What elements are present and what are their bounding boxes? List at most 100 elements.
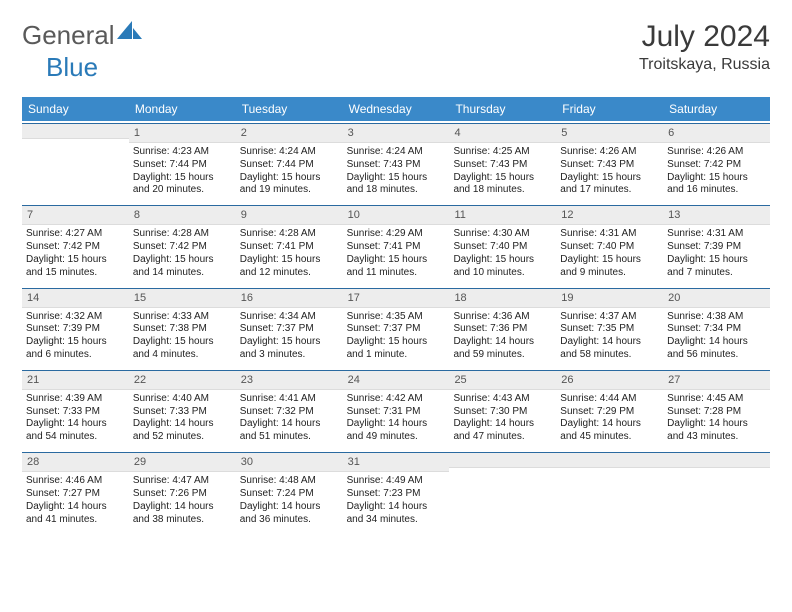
sunset-text: Sunset: 7:33 PM	[133, 406, 232, 419]
day-number: 19	[556, 288, 663, 308]
sunrise-text: Sunrise: 4:24 AM	[347, 146, 446, 159]
sunrise-text: Sunrise: 4:48 AM	[240, 475, 339, 488]
sunset-text: Sunset: 7:24 PM	[240, 488, 339, 501]
daylight-text: Daylight: 14 hours and 54 minutes.	[26, 418, 125, 444]
day-number: 28	[22, 452, 129, 472]
day-number: 12	[556, 205, 663, 225]
day-number: 20	[663, 288, 770, 308]
sunset-text: Sunset: 7:38 PM	[133, 323, 232, 336]
day-cell: 25Sunrise: 4:43 AMSunset: 7:30 PMDayligh…	[449, 368, 556, 450]
daylight-text: Daylight: 15 hours and 6 minutes.	[26, 336, 125, 362]
sunset-text: Sunset: 7:37 PM	[240, 323, 339, 336]
day-cell: 3Sunrise: 4:24 AMSunset: 7:43 PMDaylight…	[343, 121, 450, 203]
daylight-text: Daylight: 14 hours and 34 minutes.	[347, 501, 446, 527]
day-cell: 6Sunrise: 4:26 AMSunset: 7:42 PMDaylight…	[663, 121, 770, 203]
sunrise-text: Sunrise: 4:35 AM	[347, 311, 446, 324]
day-cell: 19Sunrise: 4:37 AMSunset: 7:35 PMDayligh…	[556, 286, 663, 368]
weekday-monday: Monday	[129, 97, 236, 121]
week-row: 28Sunrise: 4:46 AMSunset: 7:27 PMDayligh…	[22, 450, 770, 532]
sunrise-text: Sunrise: 4:46 AM	[26, 475, 125, 488]
sunrise-text: Sunrise: 4:28 AM	[133, 228, 232, 241]
sunrise-text: Sunrise: 4:24 AM	[240, 146, 339, 159]
day-number: 10	[343, 205, 450, 225]
daylight-text: Daylight: 15 hours and 12 minutes.	[240, 254, 339, 280]
day-cell	[663, 450, 770, 532]
day-number: 23	[236, 370, 343, 390]
day-cell: 28Sunrise: 4:46 AMSunset: 7:27 PMDayligh…	[22, 450, 129, 532]
sunrise-text: Sunrise: 4:28 AM	[240, 228, 339, 241]
day-cell: 24Sunrise: 4:42 AMSunset: 7:31 PMDayligh…	[343, 368, 450, 450]
day-number: 8	[129, 205, 236, 225]
sunrise-text: Sunrise: 4:47 AM	[133, 475, 232, 488]
day-number: 25	[449, 370, 556, 390]
sunset-text: Sunset: 7:42 PM	[133, 241, 232, 254]
day-cell: 15Sunrise: 4:33 AMSunset: 7:38 PMDayligh…	[129, 286, 236, 368]
day-number: 6	[663, 123, 770, 143]
day-cell: 18Sunrise: 4:36 AMSunset: 7:36 PMDayligh…	[449, 286, 556, 368]
day-number: 22	[129, 370, 236, 390]
day-number: 11	[449, 205, 556, 225]
sunset-text: Sunset: 7:40 PM	[560, 241, 659, 254]
brand-sail-icon	[117, 17, 143, 48]
day-number: 2	[236, 123, 343, 143]
sunrise-text: Sunrise: 4:27 AM	[26, 228, 125, 241]
day-number: 5	[556, 123, 663, 143]
sunset-text: Sunset: 7:41 PM	[240, 241, 339, 254]
sunrise-text: Sunrise: 4:49 AM	[347, 475, 446, 488]
sunrise-text: Sunrise: 4:37 AM	[560, 311, 659, 324]
day-number	[22, 123, 129, 139]
sunrise-text: Sunrise: 4:33 AM	[133, 311, 232, 324]
brand-part1: General	[22, 20, 115, 51]
daylight-text: Daylight: 15 hours and 11 minutes.	[347, 254, 446, 280]
sunset-text: Sunset: 7:34 PM	[667, 323, 766, 336]
day-number: 17	[343, 288, 450, 308]
day-cell: 7 Sunrise: 4:27 AMSunset: 7:42 PMDaylight…	[22, 203, 129, 285]
weekday-saturday: Saturday	[663, 97, 770, 121]
day-cell: 21Sunrise: 4:39 AMSunset: 7:33 PMDayligh…	[22, 368, 129, 450]
day-cell: 16Sunrise: 4:34 AMSunset: 7:37 PMDayligh…	[236, 286, 343, 368]
day-cell: 2 Sunrise: 4:24 AMSunset: 7:44 PMDaylight…	[236, 121, 343, 203]
daylight-text: Daylight: 15 hours and 9 minutes.	[560, 254, 659, 280]
day-number: 15	[129, 288, 236, 308]
daylight-text: Daylight: 14 hours and 47 minutes.	[453, 418, 552, 444]
calendar-grid: 1Sunrise: 4:23 AMSunset: 7:44 PMDaylight…	[22, 121, 770, 532]
sunset-text: Sunset: 7:44 PM	[240, 159, 339, 172]
day-cell	[22, 121, 129, 203]
daylight-text: Daylight: 15 hours and 15 minutes.	[26, 254, 125, 280]
sunrise-text: Sunrise: 4:39 AM	[26, 393, 125, 406]
daylight-text: Daylight: 15 hours and 19 minutes.	[240, 172, 339, 198]
day-cell: 1Sunrise: 4:23 AMSunset: 7:44 PMDaylight…	[129, 121, 236, 203]
day-number: 27	[663, 370, 770, 390]
week-row: 1Sunrise: 4:23 AMSunset: 7:44 PMDaylight…	[22, 121, 770, 203]
daylight-text: Daylight: 14 hours and 36 minutes.	[240, 501, 339, 527]
day-cell: 4Sunrise: 4:25 AMSunset: 7:43 PMDaylight…	[449, 121, 556, 203]
daylight-text: Daylight: 14 hours and 38 minutes.	[133, 501, 232, 527]
sunrise-text: Sunrise: 4:32 AM	[26, 311, 125, 324]
daylight-text: Daylight: 14 hours and 43 minutes.	[667, 418, 766, 444]
brand-logo: General	[22, 20, 143, 51]
sunrise-text: Sunrise: 4:26 AM	[560, 146, 659, 159]
day-cell: 26Sunrise: 4:44 AMSunset: 7:29 PMDayligh…	[556, 368, 663, 450]
day-cell: 31Sunrise: 4:49 AMSunset: 7:23 PMDayligh…	[343, 450, 450, 532]
day-number: 4	[449, 123, 556, 143]
day-cell: 13Sunrise: 4:31 AMSunset: 7:39 PMDayligh…	[663, 203, 770, 285]
daylight-text: Daylight: 14 hours and 41 minutes.	[26, 501, 125, 527]
sunset-text: Sunset: 7:42 PM	[26, 241, 125, 254]
title-block: July 2024 Troitskaya, Russia	[639, 20, 770, 74]
sunrise-text: Sunrise: 4:34 AM	[240, 311, 339, 324]
day-number: 29	[129, 452, 236, 472]
sunset-text: Sunset: 7:26 PM	[133, 488, 232, 501]
sunset-text: Sunset: 7:29 PM	[560, 406, 659, 419]
day-number: 7	[22, 205, 129, 225]
sunset-text: Sunset: 7:37 PM	[347, 323, 446, 336]
sunrise-text: Sunrise: 4:44 AM	[560, 393, 659, 406]
daylight-text: Daylight: 15 hours and 3 minutes.	[240, 336, 339, 362]
day-number: 24	[343, 370, 450, 390]
sunset-text: Sunset: 7:32 PM	[240, 406, 339, 419]
daylight-text: Daylight: 15 hours and 10 minutes.	[453, 254, 552, 280]
daylight-text: Daylight: 15 hours and 17 minutes.	[560, 172, 659, 198]
day-cell	[449, 450, 556, 532]
day-cell: 29 Sunrise: 4:47 AMSunset: 7:26 PMDayligh…	[129, 450, 236, 532]
day-number	[663, 452, 770, 468]
daylight-text: Daylight: 14 hours and 56 minutes.	[667, 336, 766, 362]
